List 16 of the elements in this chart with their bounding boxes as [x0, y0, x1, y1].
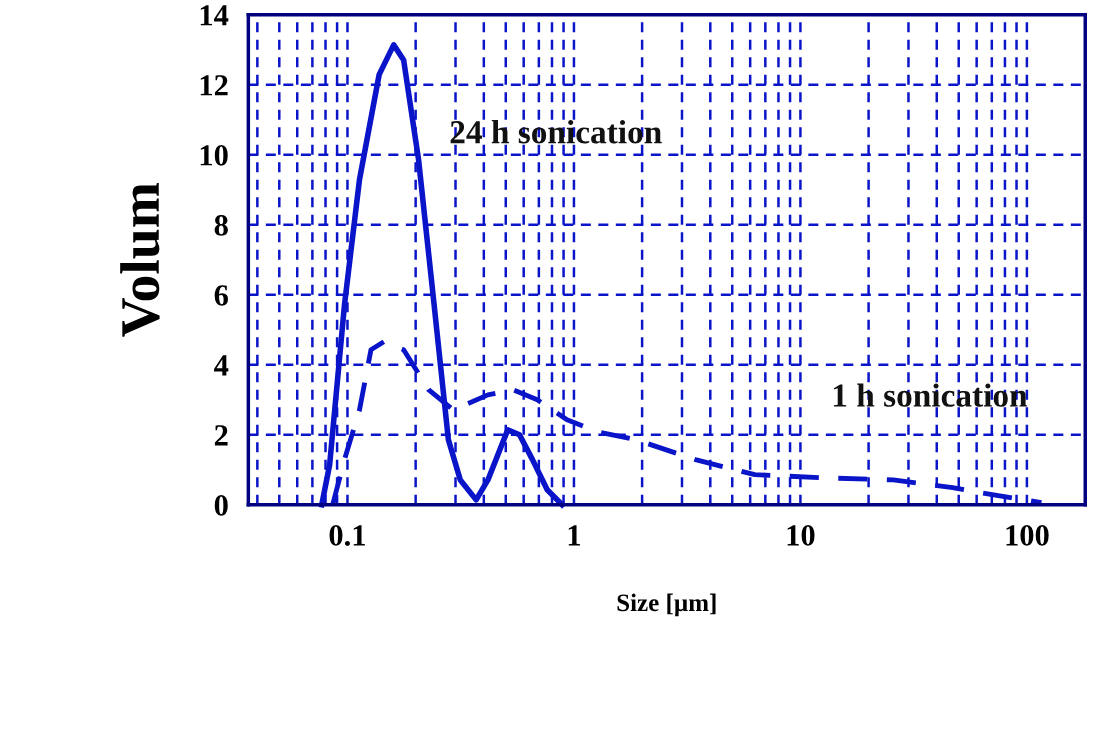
y-tick-label: 14	[200, 5, 229, 26]
series-label: 24 h sonication	[450, 120, 662, 144]
y-tick-label: 4	[214, 355, 229, 376]
x-axis-title: Size [µm]	[617, 593, 716, 617]
y-tick-label: 8	[214, 215, 228, 236]
y-tick-label: 2	[214, 425, 228, 446]
x-tick-label: 1	[568, 525, 580, 546]
y-tick-label: 0	[214, 495, 228, 516]
x-tick-label: 0.1	[329, 525, 365, 546]
y-tick-label: 10	[200, 145, 228, 166]
y-tick-label: 12	[200, 75, 228, 96]
y-tick-label: 6	[214, 285, 228, 306]
x-tick-label: 100	[1006, 525, 1049, 546]
y-axis-title: Volum	[120, 183, 160, 337]
x-tick-label: 10	[787, 525, 815, 546]
text: 1 h sonication	[833, 383, 1028, 407]
